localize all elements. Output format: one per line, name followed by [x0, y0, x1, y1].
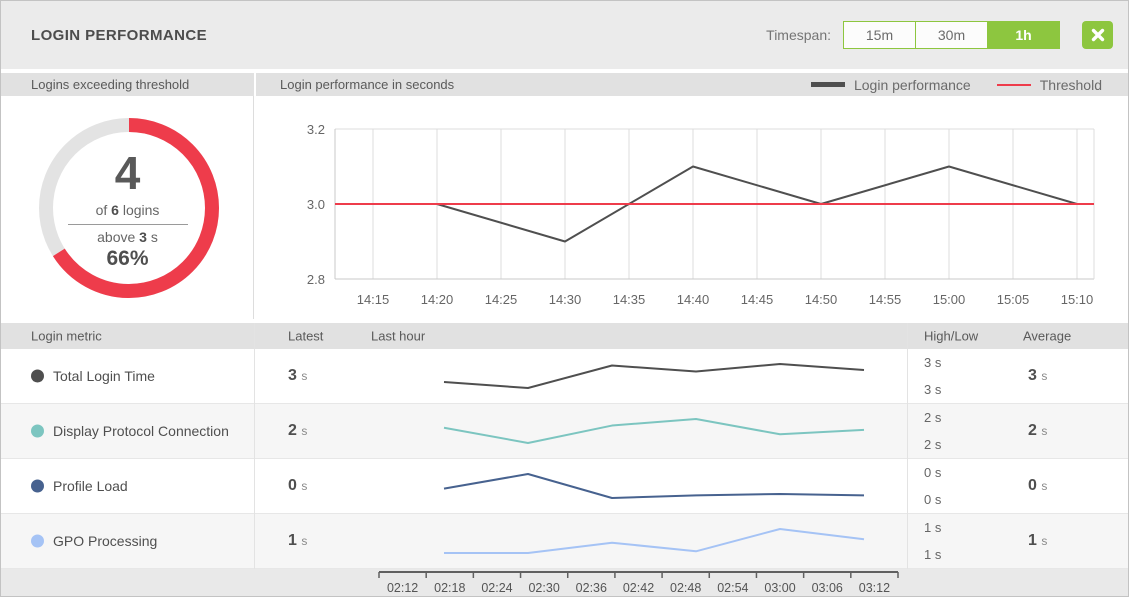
- svg-text:02:54: 02:54: [717, 581, 748, 595]
- widget-header: LOGIN PERFORMANCE Timespan: 15m 30m 1h: [1, 1, 1128, 69]
- svg-text:15:05: 15:05: [997, 292, 1030, 307]
- svg-text:03:12: 03:12: [859, 581, 890, 595]
- latest-value: 1 s: [288, 532, 308, 549]
- last-hour-sparkline: [443, 363, 865, 389]
- chart-panel: 14:15 14:20 14:25 14:30 14:35 14:40 14:45 14:50…: [255, 96, 1128, 319]
- metrics-table: Total Login Time 3 s 3 s 3 s 3 s Display Prot…: [1, 349, 1128, 569]
- svg-text:02:42: 02:42: [623, 581, 654, 595]
- metric-name: Total Login Time: [53, 368, 155, 384]
- svg-text:3.0: 3.0: [307, 197, 325, 212]
- metric-name: Display Protocol Connection: [53, 423, 229, 439]
- average-value: 3 s: [1028, 367, 1048, 384]
- column-header-high-low: High/Low: [924, 328, 979, 344]
- svg-text:03:00: 03:00: [764, 581, 795, 595]
- chart-section-title: Login performance in seconds: [280, 77, 455, 92]
- timespan-label: Timespan:: [766, 27, 831, 43]
- timespan-button-15m[interactable]: 15m: [843, 21, 916, 49]
- metric-color-dot: [31, 369, 44, 383]
- table-header: Login metric Latest Last hour High/Low A…: [1, 323, 1128, 349]
- column-header-average: Average: [1023, 328, 1072, 344]
- latest-value: 2 s: [288, 422, 308, 439]
- column-divider: [907, 323, 908, 569]
- chart-section-header: Login performance in seconds Login perfo…: [256, 73, 1128, 96]
- legend-label: Threshold: [1039, 76, 1102, 93]
- legend-label: Login performance: [853, 76, 971, 93]
- svg-text:02:12: 02:12: [387, 581, 418, 595]
- header-controls: Timespan: 15m 30m 1h: [766, 21, 1113, 49]
- svg-text:14:30: 14:30: [549, 292, 582, 307]
- column-header-login-metric: Login metric: [31, 328, 102, 344]
- metric-color-dot: [31, 534, 44, 548]
- svg-text:15:00: 15:00: [933, 292, 966, 307]
- gauge-section-title: Logins exceeding threshold: [31, 77, 190, 92]
- svg-text:02:24: 02:24: [481, 581, 512, 595]
- gauge-panel: 4 of 6 logins above 3 s 66%: [1, 96, 254, 319]
- table-row: Display Protocol Connection 2 s 2 s 2 s 2 s: [1, 404, 1128, 459]
- last-hour-sparkline: [444, 528, 865, 554]
- close-button[interactable]: [1082, 21, 1113, 49]
- table-row: Profile Load 0 s 0 s 0 s 0 s: [1, 459, 1128, 514]
- svg-text:14:50: 14:50: [805, 292, 838, 307]
- timespan-button-1h[interactable]: 1h: [987, 21, 1060, 49]
- svg-text:02:36: 02:36: [576, 581, 607, 595]
- high-value: 0 s: [924, 465, 942, 480]
- high-value: 1 s: [924, 520, 942, 535]
- average-value: 1 s: [1028, 532, 1048, 549]
- low-value: 3 s: [924, 382, 942, 397]
- logins-donut-chart: [39, 118, 219, 298]
- metric-color-dot: [31, 424, 44, 438]
- svg-text:3.2: 3.2: [307, 122, 325, 137]
- legend-swatch: [996, 83, 1031, 86]
- high-value: 3 s: [924, 355, 942, 370]
- column-divider: [254, 323, 255, 569]
- metric-name: GPO Processing: [53, 533, 158, 549]
- svg-text:14:20: 14:20: [421, 292, 454, 307]
- svg-text:14:55: 14:55: [869, 292, 902, 307]
- legend-swatch: [810, 82, 845, 87]
- svg-text:14:40: 14:40: [677, 292, 710, 307]
- last-hour-sparkline: [443, 418, 865, 444]
- chart-legend: Login performance Threshold: [785, 77, 1102, 93]
- svg-text:14:25: 14:25: [485, 292, 518, 307]
- legend-item: Login performance: [810, 76, 971, 93]
- close-icon: [1091, 28, 1105, 42]
- column-header-last-hour: Last hour: [371, 328, 426, 344]
- metric-color-dot: [31, 479, 44, 493]
- metric-name: Profile Load: [53, 478, 128, 494]
- svg-text:03:06: 03:06: [812, 581, 843, 595]
- column-header-latest: Latest: [288, 328, 324, 344]
- low-value: 2 s: [924, 437, 942, 452]
- legend-item: Threshold: [996, 76, 1102, 93]
- svg-text:14:35: 14:35: [613, 292, 646, 307]
- low-value: 1 s: [924, 547, 942, 562]
- average-value: 0 s: [1028, 477, 1048, 494]
- average-value: 2 s: [1028, 422, 1048, 439]
- table-row: Total Login Time 3 s 3 s 3 s 3 s: [1, 349, 1128, 404]
- svg-text:2.8: 2.8: [307, 272, 325, 287]
- gauge-section-header: Logins exceeding threshold: [1, 73, 254, 96]
- page-title: LOGIN PERFORMANCE: [31, 26, 207, 44]
- svg-text:02:48: 02:48: [670, 581, 701, 595]
- svg-text:02:18: 02:18: [434, 581, 465, 595]
- high-value: 2 s: [924, 410, 942, 425]
- timespan-button-30m[interactable]: 30m: [915, 21, 988, 49]
- table-row: GPO Processing 1 s 1 s 1 s 1 s: [1, 514, 1128, 569]
- svg-text:14:45: 14:45: [741, 292, 774, 307]
- timespan-button-group: 15m 30m 1h: [843, 21, 1060, 49]
- sparkline-time-axis: 02:12 02:18 02:24 02:30 02:36 02:42 02:48 02:54…: [1, 569, 1128, 596]
- svg-text:15:10: 15:10: [1061, 292, 1094, 307]
- low-value: 0 s: [924, 492, 942, 507]
- svg-text:02:30: 02:30: [528, 581, 559, 595]
- latest-value: 3 s: [288, 367, 308, 384]
- last-hour-sparkline: [443, 473, 865, 499]
- login-performance-chart: 14:15 14:20 14:25 14:30 14:35 14:40 14:45 14:50…: [307, 122, 1095, 307]
- latest-value: 0 s: [288, 477, 308, 494]
- svg-text:14:15: 14:15: [357, 292, 390, 307]
- sparkline-axis-svg: 02:12 02:18 02:24 02:30 02:36 02:42 02:48 02:54…: [378, 571, 899, 595]
